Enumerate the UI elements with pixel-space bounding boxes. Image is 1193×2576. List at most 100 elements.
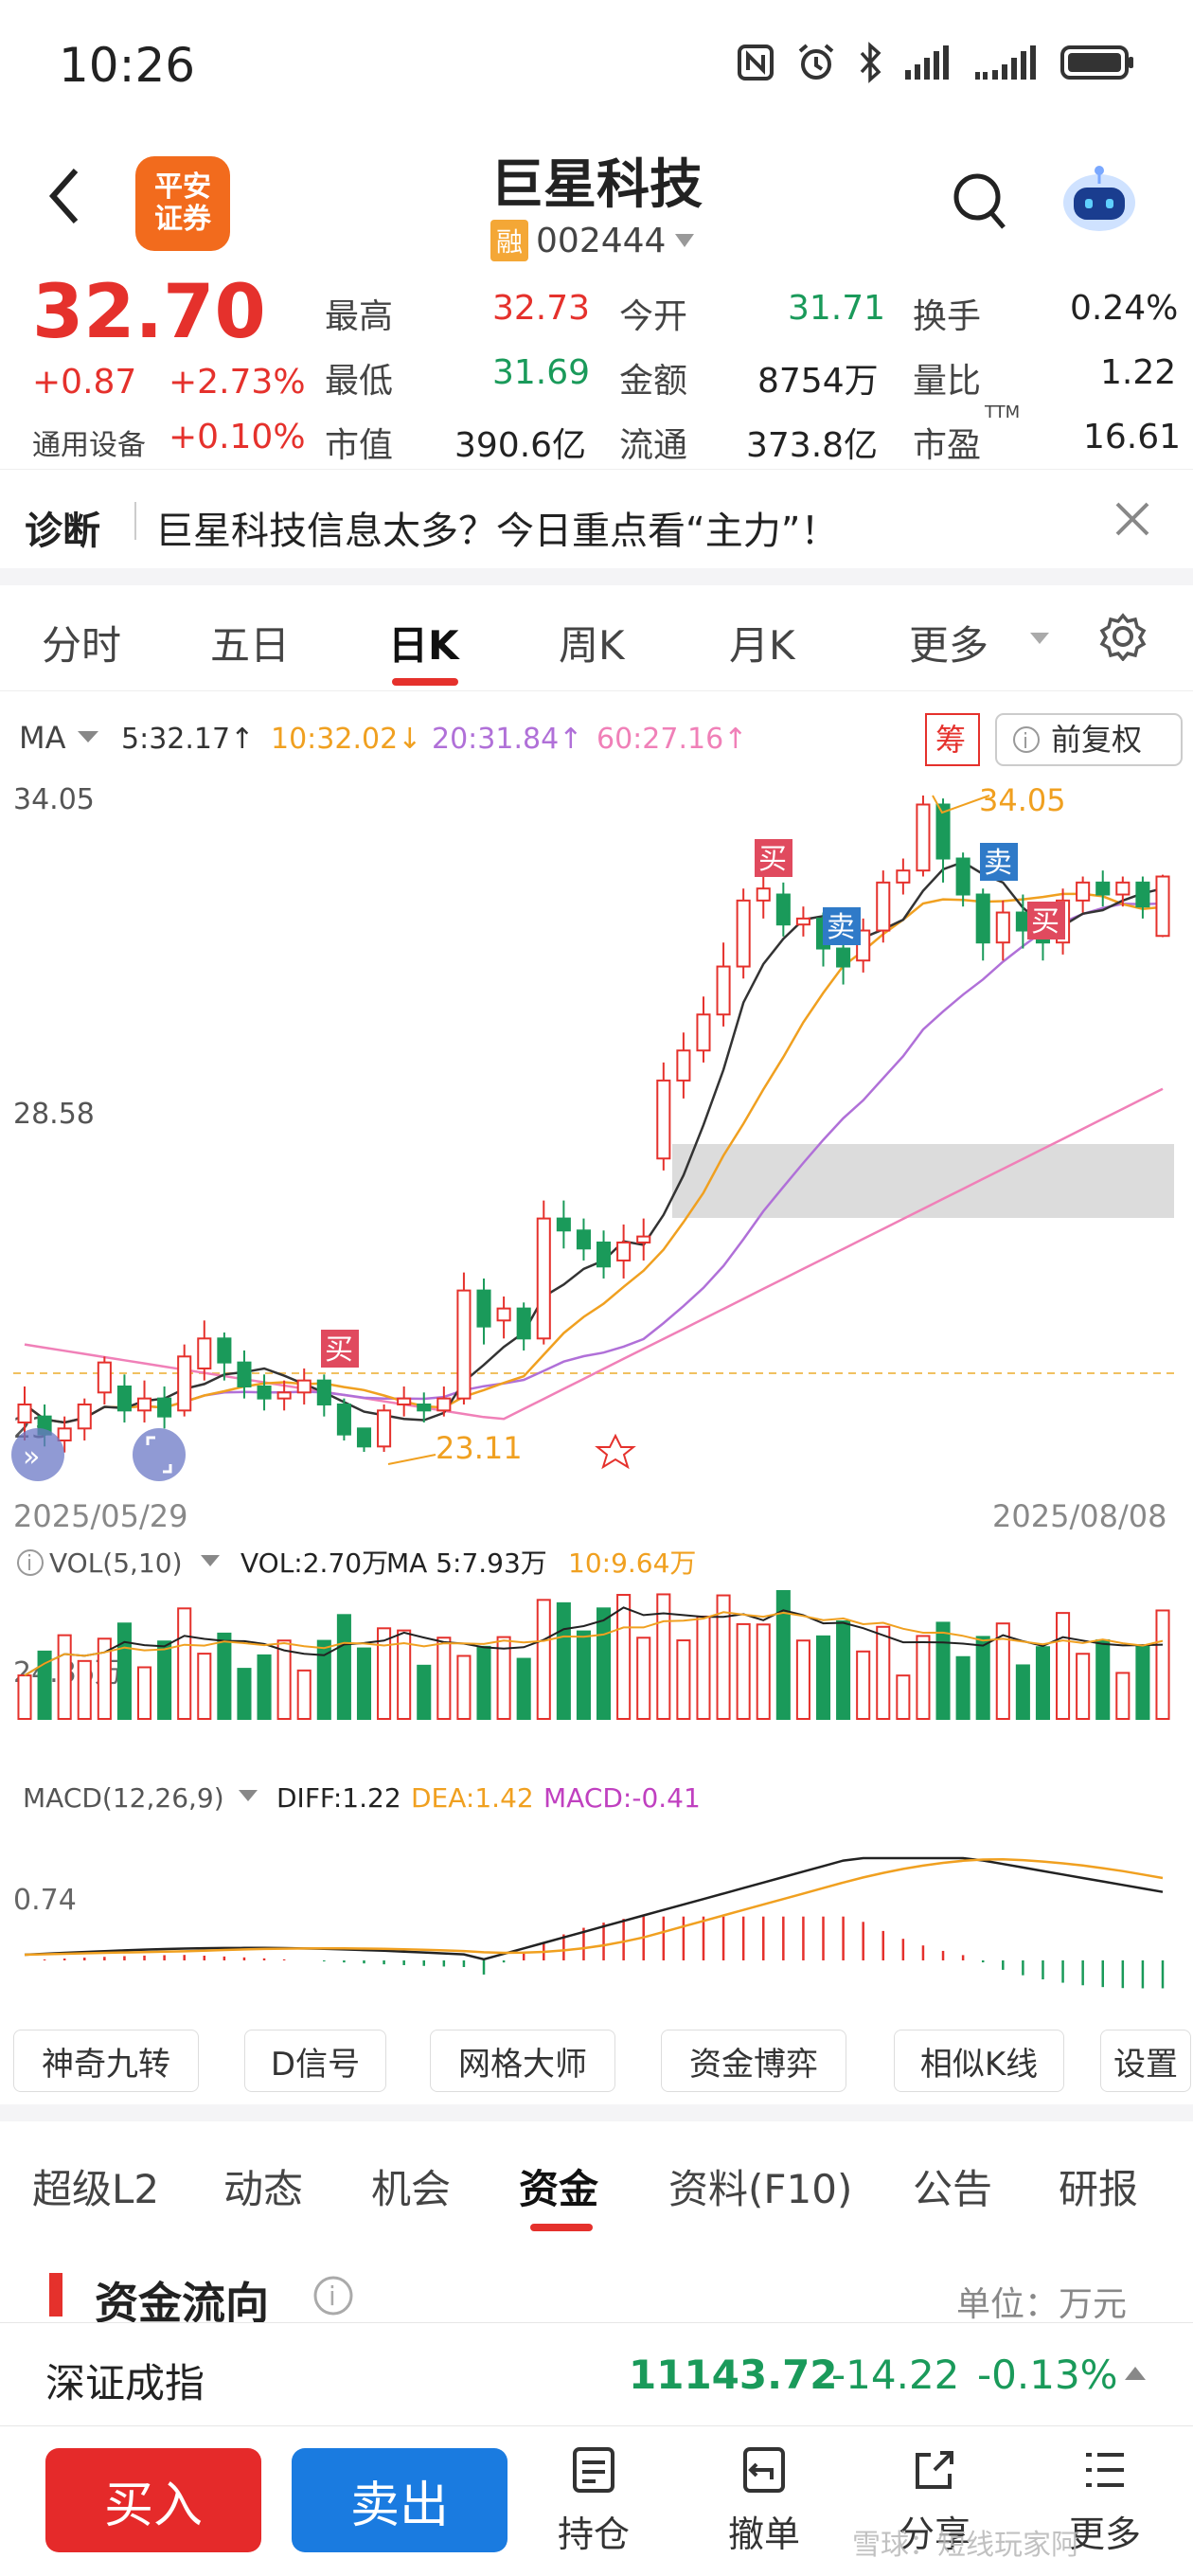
candles bbox=[17, 796, 1170, 1453]
search-button[interactable] bbox=[951, 170, 1007, 235]
buy-button[interactable]: 买入 bbox=[45, 2448, 261, 2552]
kline-chart-area[interactable]: MA 5:32.17↑ 10:32.02↓ 20:31.84↑ 60:27.16… bbox=[0, 701, 1193, 2027]
candle-body bbox=[696, 1013, 711, 1052]
more-button[interactable]: 更多 bbox=[1053, 2443, 1157, 2557]
sector-name[interactable]: 通用设备 bbox=[32, 429, 146, 462]
candle-body bbox=[935, 803, 951, 860]
candle-body bbox=[736, 899, 751, 968]
tab-monthly-k[interactable]: 月K bbox=[729, 622, 795, 669]
sell-button[interactable]: 卖出 bbox=[292, 2448, 507, 2552]
sell-signal-1[interactable] bbox=[823, 907, 861, 945]
info-icon bbox=[17, 1549, 44, 1576]
tool-grid-master[interactable]: 网格大师 bbox=[430, 2030, 615, 2092]
mcap-label: 市值 bbox=[325, 426, 394, 465]
price-change-pct: +2.73% bbox=[169, 363, 306, 402]
tool-d-signal[interactable]: D信号 bbox=[244, 2030, 386, 2092]
tab-more[interactable]: 更多 bbox=[909, 622, 989, 669]
macd-dea-line bbox=[24, 1858, 1164, 1957]
price-change: +0.87 bbox=[32, 363, 137, 402]
last-price: 32.70 bbox=[32, 270, 266, 355]
ma-label[interactable]: MA bbox=[19, 720, 66, 756]
nfc-icon bbox=[738, 45, 774, 80]
buy-signal-1[interactable] bbox=[755, 839, 792, 877]
double-chevron-icon: » bbox=[23, 1440, 40, 1474]
robot-icon bbox=[1063, 166, 1135, 231]
tool-similar-k[interactable]: 相似K线 bbox=[894, 2030, 1064, 2092]
ma5-line bbox=[24, 860, 1164, 1424]
volume-bar bbox=[197, 1653, 212, 1720]
stock-name: 巨星科技 bbox=[490, 154, 703, 216]
buy-signal-3[interactable] bbox=[1027, 902, 1065, 939]
info-icon[interactable]: i bbox=[312, 2275, 354, 2317]
signal-icon bbox=[905, 45, 949, 80]
low-annotation: 23.11 bbox=[436, 1430, 523, 1466]
share-button[interactable]: 分享 bbox=[882, 2443, 987, 2557]
tool-settings[interactable]: 设置 bbox=[1100, 2030, 1191, 2092]
volume-bar bbox=[576, 1630, 591, 1721]
chevron-up-icon bbox=[1125, 2367, 1146, 2380]
tab-super-l2[interactable]: 超级L2 bbox=[32, 2166, 160, 2212]
candle-body bbox=[995, 911, 1010, 944]
status-bar: 10:26 bbox=[0, 0, 1193, 133]
pe-ttm-label: TTM bbox=[985, 402, 1021, 422]
candle-body bbox=[1095, 881, 1111, 896]
quote-panel: 32.70 +0.87 +2.73% 通用设备 +0.10% 最高 32.73 … bbox=[0, 270, 1193, 469]
volume-bar bbox=[116, 1622, 132, 1721]
amount-label: 金额 bbox=[619, 362, 688, 401]
fullscreen-button[interactable] bbox=[133, 1428, 186, 1481]
tab-f10[interactable]: 资料(F10) bbox=[668, 2166, 853, 2212]
sell-signal-2[interactable] bbox=[980, 843, 1018, 881]
stock-code-selector[interactable]: 融 002444 bbox=[490, 220, 696, 261]
candle-body bbox=[177, 1355, 192, 1412]
tab-announcements[interactable]: 公告 bbox=[913, 2166, 993, 2212]
vol-label[interactable]: VOL(5,10) bbox=[49, 1547, 183, 1579]
date-start: 2025/05/29 bbox=[13, 1498, 187, 1534]
float-label: 流通 bbox=[619, 426, 688, 465]
macd-dea: DEA:1.42 bbox=[411, 1782, 534, 1814]
volume-bar bbox=[995, 1622, 1010, 1720]
adjust-button[interactable] bbox=[995, 713, 1183, 766]
tab-intraday[interactable]: 分时 bbox=[42, 622, 122, 669]
tab-weekly-k[interactable]: 周K bbox=[559, 622, 625, 669]
title-marker bbox=[49, 2273, 62, 2317]
volume-bar bbox=[237, 1668, 252, 1720]
candle-body bbox=[356, 1427, 372, 1448]
cancel-order-button[interactable]: 撤单 bbox=[712, 2443, 816, 2557]
bluetooth-icon bbox=[860, 42, 881, 83]
buy-signal-2[interactable] bbox=[321, 1330, 359, 1368]
chart-settings-button[interactable] bbox=[1098, 612, 1148, 665]
macd-diff-line bbox=[24, 1856, 1164, 1961]
tab-research[interactable]: 研报 bbox=[1059, 2166, 1139, 2212]
tab-funds[interactable]: 资金 bbox=[519, 2166, 599, 2212]
kline-chart[interactable]: MA 5:32.17↑ 10:32.02↓ 20:31.84↑ 60:27.16… bbox=[0, 701, 1193, 2027]
ai-assistant-button[interactable] bbox=[1059, 161, 1140, 237]
logo-line1: 平安 bbox=[154, 170, 211, 204]
open-value: 31.71 bbox=[788, 289, 886, 328]
tool-magic-nine[interactable]: 神奇九转 bbox=[13, 2030, 199, 2092]
volume-bar bbox=[377, 1627, 392, 1720]
back-button[interactable] bbox=[45, 163, 83, 240]
expand-left-button[interactable] bbox=[11, 1428, 64, 1481]
chips-button[interactable] bbox=[925, 713, 980, 766]
tab-daily-k[interactable]: 日K bbox=[388, 622, 459, 669]
tool-fund-game[interactable]: 资金博弈 bbox=[661, 2030, 846, 2092]
index-ticker[interactable]: 深证成指 11143.72 -14.22 -0.13% bbox=[0, 2322, 1193, 2426]
close-diagnosis-button[interactable] bbox=[1112, 498, 1153, 544]
diagnosis-banner[interactable]: 诊断 巨星科技信息太多？今日重点看“主力”！ bbox=[0, 469, 1193, 568]
tab-news[interactable]: 动态 bbox=[223, 2166, 304, 2212]
index-name: 深证成指 bbox=[45, 2360, 205, 2406]
logo-line2: 证券 bbox=[154, 203, 211, 236]
volume-bar bbox=[296, 1669, 312, 1720]
stock-code: 002444 bbox=[536, 221, 667, 260]
holdings-button[interactable]: 持仓 bbox=[542, 2443, 646, 2557]
volume-bar bbox=[1115, 1672, 1131, 1721]
candle-body bbox=[116, 1385, 132, 1412]
macd-axis: 0.74 bbox=[13, 1884, 77, 1917]
macd-label[interactable]: MACD(12,26,9) bbox=[23, 1782, 224, 1814]
tab-five-day[interactable]: 五日 bbox=[210, 622, 291, 669]
tab-opportunity[interactable]: 机会 bbox=[371, 2166, 452, 2212]
watermark-text: 雪球：短线玩家阿 bbox=[852, 2529, 1079, 2562]
volume-bar bbox=[17, 1674, 32, 1721]
volume-bar bbox=[856, 1650, 871, 1721]
volume-bar bbox=[276, 1639, 292, 1720]
